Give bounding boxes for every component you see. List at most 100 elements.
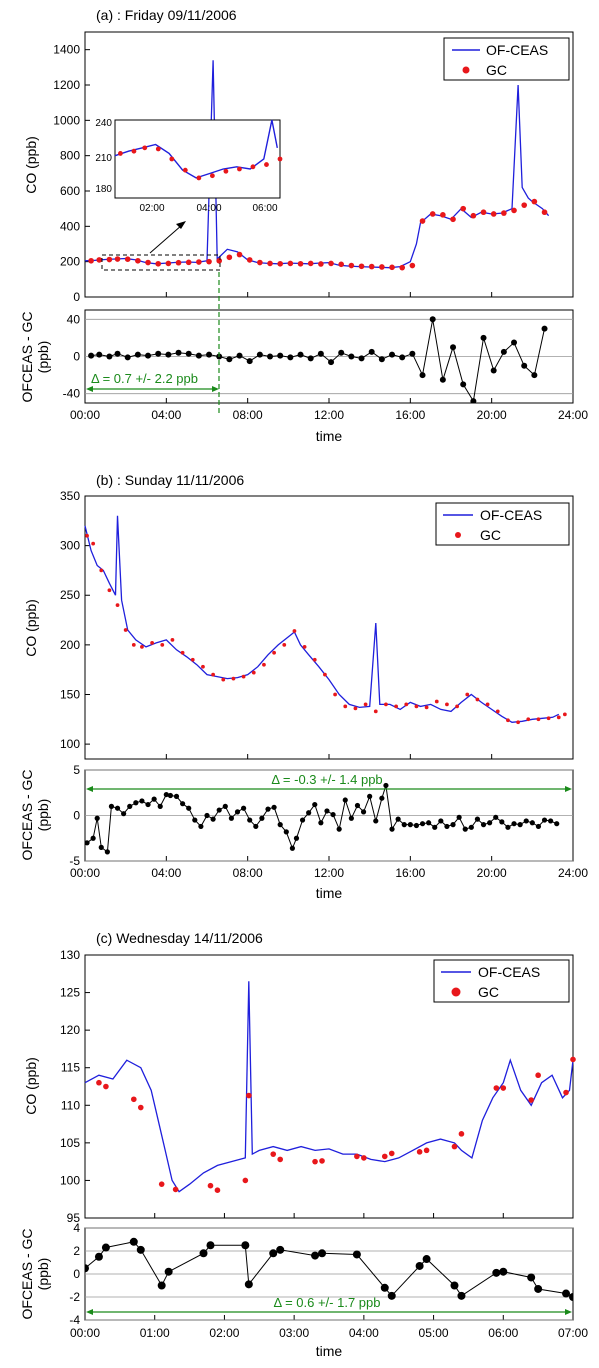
delta-arrow-c-head-left	[86, 1309, 93, 1315]
gc-point-b-16	[231, 676, 236, 681]
res-series-group-a	[88, 316, 548, 403]
inset-gc-point-13	[277, 156, 283, 162]
gc-point-a-31	[399, 264, 406, 271]
res-point-b-7	[121, 811, 127, 817]
res-point-a-7	[155, 350, 162, 357]
res-point-c-12	[276, 1245, 285, 1254]
xlabel-c: time	[316, 1343, 343, 1359]
inset-a-ytick-240: 240	[95, 118, 112, 129]
delta-arrow-a-head-left	[86, 386, 93, 392]
gc-point-a-3	[114, 256, 121, 262]
inset-a-xtick-0600: 06:00	[252, 203, 277, 214]
gc-point-b-7	[140, 644, 144, 649]
res-point-b-48	[367, 793, 373, 799]
title-c: (c) Wednesday 14/11/2006	[96, 930, 263, 946]
res-point-b-53	[395, 816, 401, 822]
res-point-c-16	[380, 1283, 389, 1292]
res-point-b-61	[444, 823, 450, 830]
res-point-b-10	[139, 798, 145, 804]
gc-point-a-18	[267, 260, 273, 267]
res-point-b-37	[299, 817, 306, 823]
res-point-b-49	[373, 818, 379, 824]
res-point-b-0	[85, 840, 90, 846]
res-point-c-25	[534, 1284, 543, 1293]
res-point-b-63	[456, 814, 462, 820]
gc-point-c-21	[458, 1131, 465, 1137]
xtick-label-a-1: 04:00	[151, 408, 181, 422]
gc-point-c-15	[361, 1155, 367, 1161]
res-point-a-4	[124, 354, 131, 361]
gc-point-b-18	[251, 670, 256, 675]
plot-c-residual: -4 -2 0 2 4 OFCEAS - GC(ppb) Δ = 0.6 +/- 1.7…	[19, 1221, 574, 1327]
res-point-a-41	[500, 348, 507, 355]
legend-a: OF-CEAS GC	[443, 37, 570, 81]
res-point-a-14	[226, 356, 233, 363]
res-point-a-35	[439, 376, 446, 383]
res-point-a-12	[206, 351, 213, 358]
delta-arrow-b-head-left	[86, 786, 93, 792]
res-point-c-1	[94, 1252, 103, 1261]
gc-point-b-23	[302, 644, 307, 649]
res-point-b-39	[312, 801, 318, 808]
res-point-b-62	[450, 822, 456, 828]
res-point-b-51	[383, 782, 389, 789]
res-point-b-23	[216, 807, 222, 813]
gc-point-b-29	[363, 702, 368, 707]
gc-point-c-10	[270, 1151, 277, 1157]
gc-point-b-48	[556, 715, 561, 720]
gc-point-c-0	[96, 1079, 102, 1086]
res-point-b-42	[330, 811, 336, 818]
gc-point-a-15	[236, 251, 243, 258]
gc-point-b-44	[516, 720, 520, 725]
inset-gc-point-12	[264, 162, 269, 167]
ytick-label-res-c-0: -4	[69, 1313, 80, 1327]
res-point-b-59	[432, 824, 438, 830]
res-point-a-5	[134, 351, 141, 358]
ylabel-c-main: CO (ppb)	[23, 1057, 39, 1115]
res-point-c-2	[101, 1243, 110, 1252]
res-point-b-58	[426, 820, 432, 826]
ytick-label-main-a-5: 1000	[53, 113, 80, 127]
ytick-label-main-b-1: 150	[60, 687, 80, 701]
res-point-c-13	[311, 1251, 320, 1260]
res-point-b-14	[163, 791, 169, 798]
res-point-c-17	[387, 1291, 396, 1300]
xtick-label-b-5: 20:00	[477, 866, 507, 880]
xtick-label-c-2: 02:00	[209, 1326, 239, 1340]
ytick-label-res-a-0: -40	[63, 387, 81, 401]
res-point-a-11	[195, 352, 202, 359]
res-point-c-11	[269, 1249, 278, 1258]
gc-point-a-10	[185, 259, 192, 266]
res-point-b-22	[210, 816, 216, 822]
res-point-a-43	[521, 362, 528, 369]
res-point-c-26	[562, 1289, 571, 1298]
gc-point-a-39	[480, 209, 487, 216]
res-point-b-8	[127, 803, 133, 810]
gc-point-a-37	[460, 205, 467, 212]
gc-point-a-21	[297, 260, 304, 267]
zoom-box	[101, 254, 221, 271]
ytick-label-main-c-7: 130	[60, 948, 80, 962]
res-point-b-43	[336, 826, 342, 832]
gc-point-c-23	[500, 1085, 507, 1091]
xtick-label-a-6: 24:00	[558, 408, 588, 422]
gc-point-b-19	[262, 662, 266, 667]
res-point-a-25	[338, 349, 345, 356]
gc-point-c-8	[242, 1177, 249, 1184]
plot-b-main: 100 150 200 250 300 350 OF-CEAS GC CO (ppb)	[23, 489, 574, 760]
ytick-label-main-b-3: 250	[60, 588, 80, 602]
delta-annotation-c: Δ = 0.6 +/- 1.7 ppb	[274, 1295, 381, 1310]
ytick-label-main-c-0: 95	[67, 1211, 81, 1225]
res-point-b-33	[277, 822, 283, 828]
delta-annotation-b: Δ = -0.3 +/- 1.4 ppb	[271, 772, 382, 787]
res-point-b-73	[517, 822, 523, 828]
ytick-label-main-b-4: 300	[60, 539, 80, 553]
res-point-a-10	[185, 350, 192, 357]
inset-gc-point-9	[223, 168, 229, 174]
gc-point-c-3	[137, 1104, 144, 1111]
gc-point-c-1	[103, 1083, 109, 1090]
ytick-label-main-b-2: 200	[60, 638, 80, 652]
res-point-b-71	[505, 824, 511, 830]
res-point-a-26	[348, 353, 355, 360]
res-point-b-19	[192, 817, 198, 823]
